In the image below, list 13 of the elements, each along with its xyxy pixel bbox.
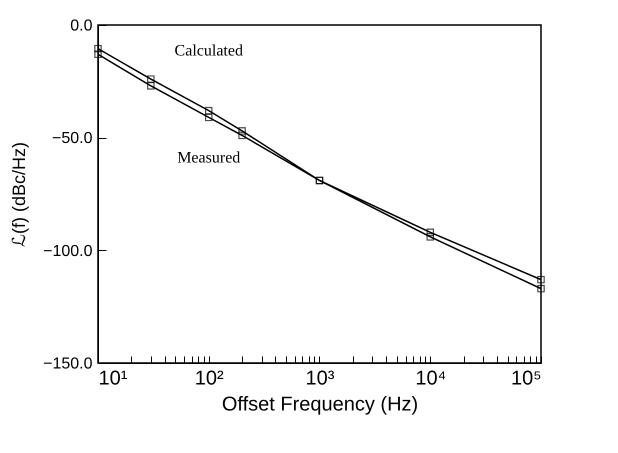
- x-tick-label: 10²: [194, 368, 224, 390]
- y-axis-title: ℒ(f) (dBc/Hz): [9, 142, 30, 247]
- x-tick-label: 10¹: [98, 368, 128, 390]
- y-tick-label: −100.0: [43, 242, 93, 260]
- y-tick-label: −150.0: [43, 356, 93, 372]
- series-label: Calculated: [174, 42, 243, 60]
- y-tick-label: 0.0: [70, 18, 93, 34]
- y-tick-label: −50.0: [52, 130, 93, 148]
- series-label: Measured: [177, 149, 240, 166]
- x-axis-title: Offset Frequency (Hz): [222, 394, 418, 416]
- x-tick-label: 10⁵: [510, 368, 542, 390]
- x-tick-label: 10³: [306, 368, 335, 390]
- x-tick-label: 10⁴: [415, 368, 446, 390]
